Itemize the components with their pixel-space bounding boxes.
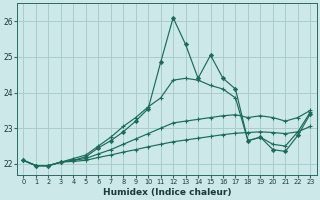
X-axis label: Humidex (Indice chaleur): Humidex (Indice chaleur)	[103, 188, 231, 197]
